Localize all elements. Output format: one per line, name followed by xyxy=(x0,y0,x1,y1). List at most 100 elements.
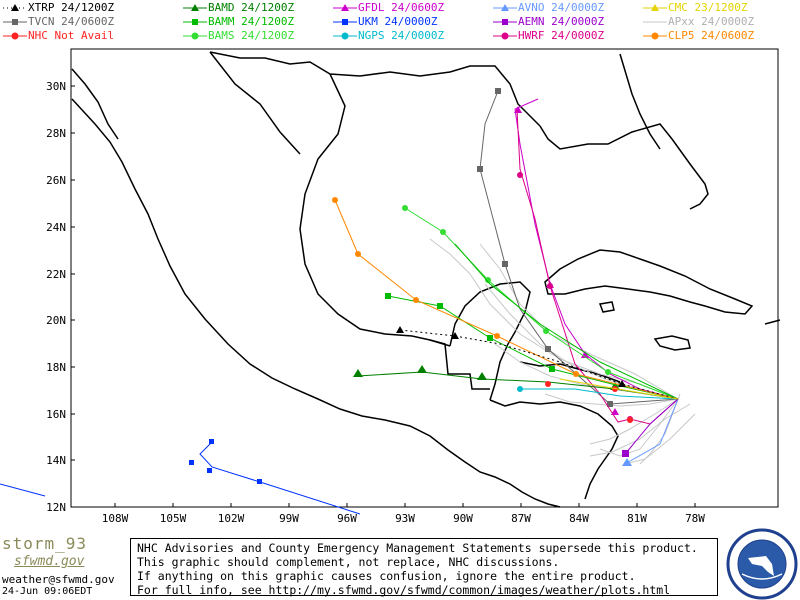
model-legend: XTRP 24/1200Z BAMD 24/1200Z GFDL 24/0600Z A… xyxy=(0,0,800,44)
lat-tick-label: 20N xyxy=(46,314,66,327)
legend-label: APxx 24/0000Z xyxy=(668,15,755,28)
mexico-pacific-coast xyxy=(71,98,561,508)
lon-tick-label: 84W xyxy=(569,512,589,524)
cuba xyxy=(544,249,754,315)
legend-swatch-icon xyxy=(493,32,517,40)
legend-swatch-icon xyxy=(3,4,27,11)
mexico-interior-border xyxy=(209,51,301,155)
timestamp: 24-Jun 09:06EDT xyxy=(2,586,93,597)
green-extra-track xyxy=(454,243,679,400)
contact-email[interactable]: weather@sfwmd.gov xyxy=(2,573,115,586)
hispaniola xyxy=(764,319,781,325)
legend-swatch-icon xyxy=(643,4,667,11)
legend-swatch-icon xyxy=(493,4,517,11)
honduras-bay xyxy=(519,361,621,383)
legend-swatch-icon xyxy=(643,32,667,40)
legend-label: NGPS 24/0000Z xyxy=(358,29,445,42)
lon-tick-label: 108W xyxy=(102,512,129,524)
legend-swatch-icon xyxy=(333,4,357,11)
yucatan xyxy=(449,281,531,401)
lat-tick-label: 12N xyxy=(46,501,66,514)
legend-swatch-icon xyxy=(333,32,357,40)
lat-tick-label: 26N xyxy=(46,174,66,187)
bams-markers xyxy=(402,205,611,375)
legend-swatch-icon xyxy=(493,19,517,25)
coastlines xyxy=(71,51,781,508)
disclaimer-line: If anything on this graphic causes confu… xyxy=(137,569,636,583)
brand-storm-label: storm_93 xyxy=(2,534,88,553)
jamaica xyxy=(653,335,691,351)
model-tracks xyxy=(0,88,696,515)
us-gulf-coast xyxy=(209,51,541,127)
legend-label: CLP5 24/0600Z xyxy=(668,29,755,42)
ukm-markers xyxy=(189,439,262,484)
footer: storm_93 sfwmd.gov weather@sfwmd.gov 24-… xyxy=(0,528,800,600)
xtrp-track xyxy=(399,329,679,400)
legend-swatch-icon xyxy=(333,19,357,25)
legend-label: NHC Not Avail xyxy=(28,29,115,42)
central-america xyxy=(489,399,619,500)
clp5-markers xyxy=(332,197,579,377)
legend-label: BAMS 24/1200Z xyxy=(208,29,295,42)
disclaimer-line[interactable]: For full info, see http://my.sfwmd.gov/s… xyxy=(137,583,671,597)
lon-tick-label: 105W xyxy=(160,512,187,524)
lat-tick-label: 14N xyxy=(46,454,66,467)
ngps-track xyxy=(520,388,679,400)
sfwmd-seal-logo xyxy=(726,528,798,600)
lon-tick-label: 102W xyxy=(218,512,245,524)
bamm-markers xyxy=(385,293,555,372)
lon-tick-label: 99W xyxy=(279,512,299,524)
belize-border xyxy=(429,339,490,390)
clp5-track xyxy=(334,199,679,400)
aemn-track xyxy=(625,398,679,454)
legend-label: XTRP 24/1200Z xyxy=(28,1,115,14)
lat-tick-label: 16N xyxy=(46,408,66,421)
lat-tick-label: 22N xyxy=(46,268,66,281)
disclaimer-box: NHC Advisories and County Emergency Mana… xyxy=(130,538,718,597)
disclaimer-line: NHC Advisories and County Emergency Mana… xyxy=(137,541,698,555)
legend-label: UKM 24/0000Z xyxy=(358,15,438,28)
ukm-track xyxy=(199,441,361,515)
track-map: 30N 28N 26N 24N 22N 20N 18N 16N 14N 12N 108W 105W 10… xyxy=(0,44,800,525)
ukm-tail xyxy=(0,483,46,497)
brand-site-link[interactable]: sfwmd.gov xyxy=(14,554,85,569)
disclaimer-line: This graphic should complement, not repl… xyxy=(137,555,560,569)
xtrp-markers xyxy=(396,326,626,387)
lat-tick-label: 30N xyxy=(46,80,66,93)
avno-track xyxy=(624,398,679,465)
lat-tick-label: 28N xyxy=(46,127,66,140)
island-pines xyxy=(598,301,615,313)
legend-label: BAMD 24/1200Z xyxy=(208,1,295,14)
florida xyxy=(539,123,709,210)
legend-label: GFDL 24/0600Z xyxy=(358,1,445,14)
legend-label: AEMN 24/0000Z xyxy=(518,15,605,28)
legend-label: HWRF 24/0000Z xyxy=(518,29,605,42)
legend-label: CMC 23/1200Z xyxy=(668,1,748,14)
map-ticks: 30N 28N 26N 24N 22N 20N 18N 16N 14N 12N 108W 105W 10… xyxy=(46,80,705,525)
ngps-marker xyxy=(517,386,523,392)
lon-tick-label: 78W xyxy=(685,512,705,524)
lon-tick-label: 90W xyxy=(453,512,473,524)
aemn-marker xyxy=(622,450,629,457)
legend-label: BAMM 24/1200Z xyxy=(208,15,295,28)
lat-tick-label: 18N xyxy=(46,361,66,374)
hwrf-track xyxy=(516,108,679,425)
legend-label: AVNO 24/0000Z xyxy=(518,1,605,14)
lon-tick-label: 87W xyxy=(511,512,531,524)
legend-swatch-icon xyxy=(183,19,207,25)
florida-atlantic xyxy=(619,53,661,150)
lon-tick-label: 81W xyxy=(627,512,647,524)
legend-swatch-icon xyxy=(183,32,207,40)
legend-label: TVCN 24/0600Z xyxy=(28,15,115,28)
lon-tick-label: 96W xyxy=(337,512,357,524)
legend-swatch-icon xyxy=(183,4,207,11)
lat-tick-label: 24N xyxy=(46,221,66,234)
avno-marker xyxy=(622,458,632,466)
cmc-track xyxy=(559,378,679,400)
lon-tick-label: 93W xyxy=(395,512,415,524)
legend-swatch-icon xyxy=(643,21,667,23)
tvcn-markers xyxy=(477,88,613,407)
legend-swatch-icon xyxy=(3,32,27,40)
baja-california xyxy=(71,68,119,140)
map-canvas: 30N 28N 26N 24N 22N 20N 18N 16N 14N 12N 108W 105W 10… xyxy=(0,48,781,525)
